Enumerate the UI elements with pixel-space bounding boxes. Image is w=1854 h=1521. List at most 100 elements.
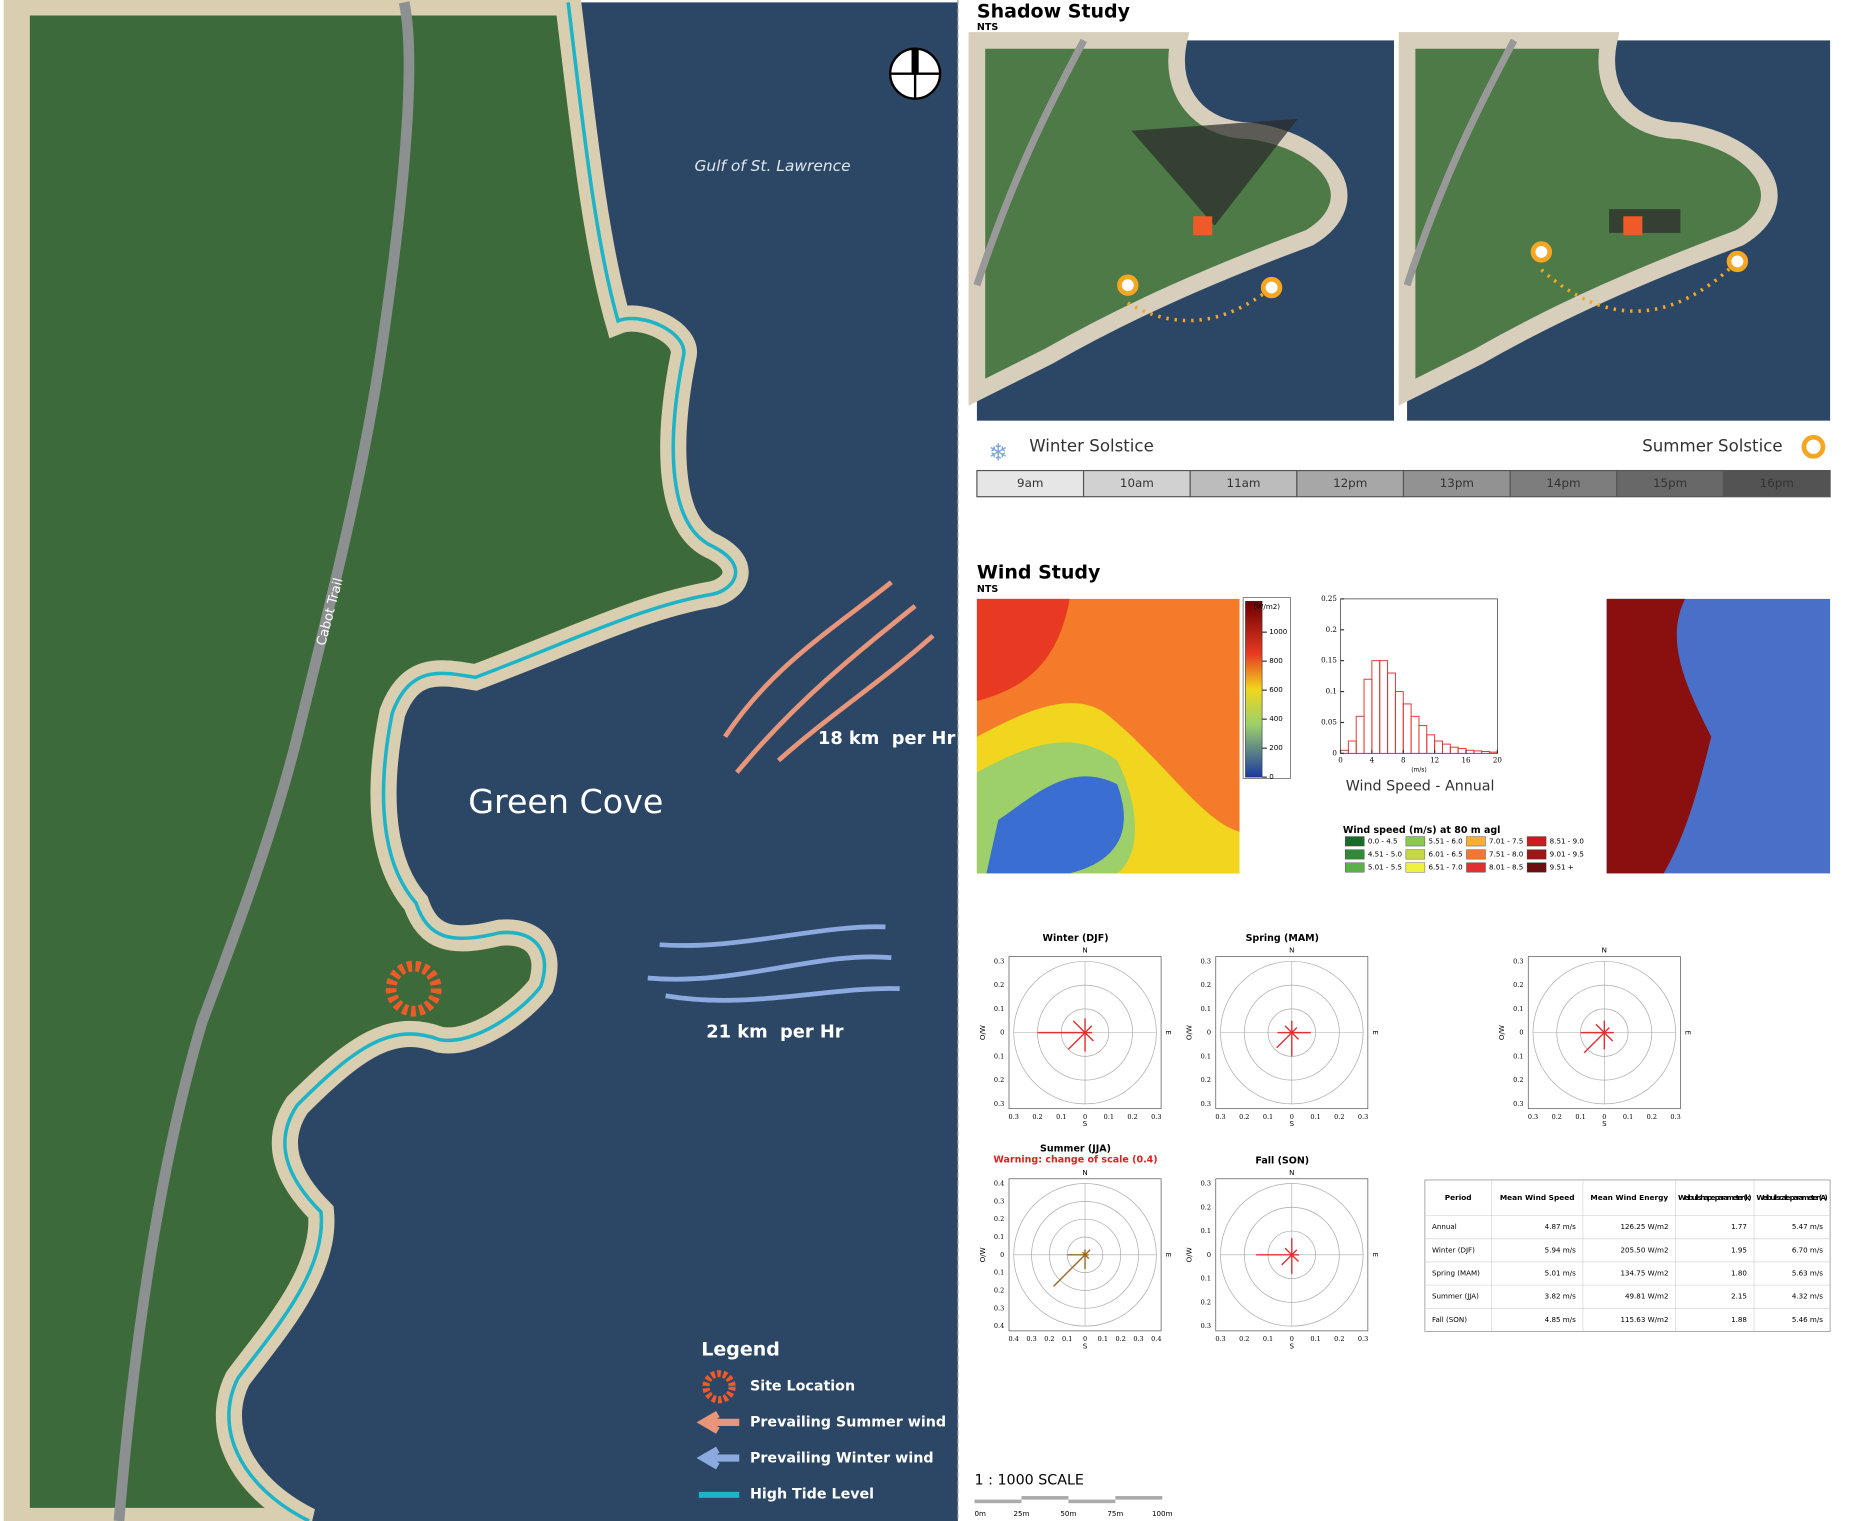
rose-frame xyxy=(1215,956,1369,1110)
color-bar-frame xyxy=(1242,597,1291,779)
table-cell: Fall (SON) xyxy=(1432,1315,1467,1324)
rose-title: Spring (MAM) xyxy=(1246,933,1319,944)
tick-label: 600 xyxy=(1269,685,1283,694)
tick-label: 0.15 xyxy=(1321,656,1337,665)
compass-label: E xyxy=(1164,1030,1173,1035)
summer-wind-label: 18 km per Hr xyxy=(818,728,956,749)
energy-map: (W/m2) xyxy=(976,597,1291,874)
time-cell xyxy=(1722,469,1831,498)
rose-title: Winter (DJF) xyxy=(1042,933,1108,944)
tick-label: 0.3 xyxy=(1358,1113,1368,1121)
tick-label: 0.2 xyxy=(1032,1113,1042,1121)
legend-label: 7.01 - 7.5 xyxy=(1489,836,1523,845)
tick-label: 0.3 xyxy=(1009,1113,1019,1121)
map-zone xyxy=(976,598,1070,702)
tick-label: 0.2 xyxy=(994,1215,1004,1223)
rose-petal xyxy=(1067,1032,1086,1050)
legend-label: 5.51 - 6.0 xyxy=(1428,836,1463,845)
tick-label: 0.1 xyxy=(994,1052,1004,1060)
compass-label: N xyxy=(1289,946,1294,955)
tick-label: 0.1 xyxy=(1263,1113,1273,1121)
tick-label: 0.2 xyxy=(994,1286,1004,1294)
table-cell: 134.75 W/m2 xyxy=(1620,1269,1668,1278)
tick-label: 0.1 xyxy=(994,1005,1004,1013)
road xyxy=(113,1,415,1521)
tick-label: 1000 xyxy=(1269,627,1288,636)
legend-swatch xyxy=(1345,862,1365,873)
time-label: 14pm xyxy=(1546,476,1580,490)
time-label: 9am xyxy=(1017,476,1043,490)
table-header: Weibull scale parameter (A) xyxy=(1756,1193,1827,1202)
tick-label: 0.3 xyxy=(1201,957,1211,965)
tick-label: 0.3 xyxy=(1513,957,1523,965)
site-marker xyxy=(385,960,442,1017)
tick-label: 0.1 xyxy=(994,1233,1004,1241)
tick-label: 800 xyxy=(1269,656,1283,665)
summer-label: Summer Solstice xyxy=(1642,436,1782,455)
table-cell: Winter (DJF) xyxy=(1432,1245,1475,1254)
legend-label: 9.51 + xyxy=(1550,862,1574,871)
table-cell: 1.77 xyxy=(1731,1222,1747,1231)
tick-label: 0.1 xyxy=(1310,1335,1320,1343)
legend-swatch xyxy=(1345,849,1365,860)
legend-summer-icon xyxy=(696,1410,740,1434)
tick-label: 0.1 xyxy=(1326,687,1337,696)
tick-label: 20 xyxy=(1493,756,1503,765)
compass-label: O/W xyxy=(1185,1247,1194,1262)
scale-segment xyxy=(974,1499,1022,1504)
sun-path xyxy=(1540,260,1739,313)
time-cell xyxy=(1082,469,1191,498)
compass-label: S xyxy=(1290,1119,1295,1128)
tick-label: 0.2 xyxy=(1116,1335,1126,1343)
legend-title: Wind speed (m/s) at 80 m agl xyxy=(1343,825,1501,836)
rose-petal xyxy=(1291,1249,1298,1256)
legend-label: 5.01 - 5.5 xyxy=(1368,862,1402,871)
compass-label: N xyxy=(1082,946,1087,955)
section-title: Wind Study xyxy=(977,561,1101,583)
scale-bar: 1 : 1000 SCALE 0m 25m 50m 75m 100m xyxy=(974,1473,1173,1518)
tick-label: 0.2 xyxy=(1201,1076,1211,1084)
tick-label: 0 xyxy=(1602,1113,1606,1121)
tick-label: 0.3 xyxy=(1201,1180,1211,1188)
table-header: Weibull shape parameter (k) xyxy=(1678,1193,1752,1202)
table-cell: 205.50 W/m2 xyxy=(1620,1245,1668,1254)
tick-label: 0.1 xyxy=(1201,1005,1211,1013)
wind-arrow xyxy=(665,986,900,1003)
time-cell xyxy=(1616,469,1725,498)
tick-label: 0.2 xyxy=(994,981,1004,989)
tick-label: 0.3 xyxy=(1358,1335,1368,1343)
tick-label: 0.3 xyxy=(1201,1100,1211,1108)
wind-table: Period Mean Wind Speed Mean Wind Energy Wei… xyxy=(1424,1179,1831,1332)
table-cell: 1.88 xyxy=(1731,1315,1747,1324)
tick-label: 400 xyxy=(1269,714,1283,723)
wind-arrow xyxy=(647,954,892,982)
legend-swatch xyxy=(1405,836,1426,847)
color-bar xyxy=(1245,600,1263,778)
tick-label: 0.4 xyxy=(1009,1335,1019,1343)
tick-label: 0 xyxy=(1207,1029,1211,1037)
legend-swatch xyxy=(1405,849,1426,860)
building xyxy=(1193,216,1213,236)
table-cell: 4.87 m/s xyxy=(1545,1222,1576,1231)
compass-label: N xyxy=(1082,1168,1087,1177)
legend-label: 6.01 - 6.5 xyxy=(1428,849,1462,858)
sun xyxy=(1260,276,1283,299)
legend-label: 8.51 - 9.0 xyxy=(1550,836,1585,845)
tick-label: 0.2 xyxy=(1127,1113,1137,1121)
aerial-land xyxy=(968,32,1348,406)
tick-label: 0.05 xyxy=(1321,717,1337,726)
tick-label: 0.2 xyxy=(1239,1113,1249,1121)
compass-label: O/W xyxy=(1185,1025,1194,1040)
rose-petal xyxy=(1291,1027,1298,1034)
scale-label: 0m xyxy=(975,1509,987,1518)
wind-roses: 0.30.30.20.20.10.1000.10.10.20.20.30.3NS… xyxy=(978,933,1693,1350)
table-frame xyxy=(1424,1179,1831,1332)
tick-label: 0.4 xyxy=(994,1180,1004,1188)
tick-label: 0.25 xyxy=(1321,594,1337,603)
legend-label: 7.51 - 8.0 xyxy=(1489,849,1524,858)
tick-label: 0.3 xyxy=(1513,1100,1523,1108)
tick-label: 0.1 xyxy=(1201,1227,1211,1235)
wind-speed-map xyxy=(1606,598,1831,874)
tick-label: 0 xyxy=(1332,748,1337,757)
table-cell: 5.63 m/s xyxy=(1792,1269,1823,1278)
